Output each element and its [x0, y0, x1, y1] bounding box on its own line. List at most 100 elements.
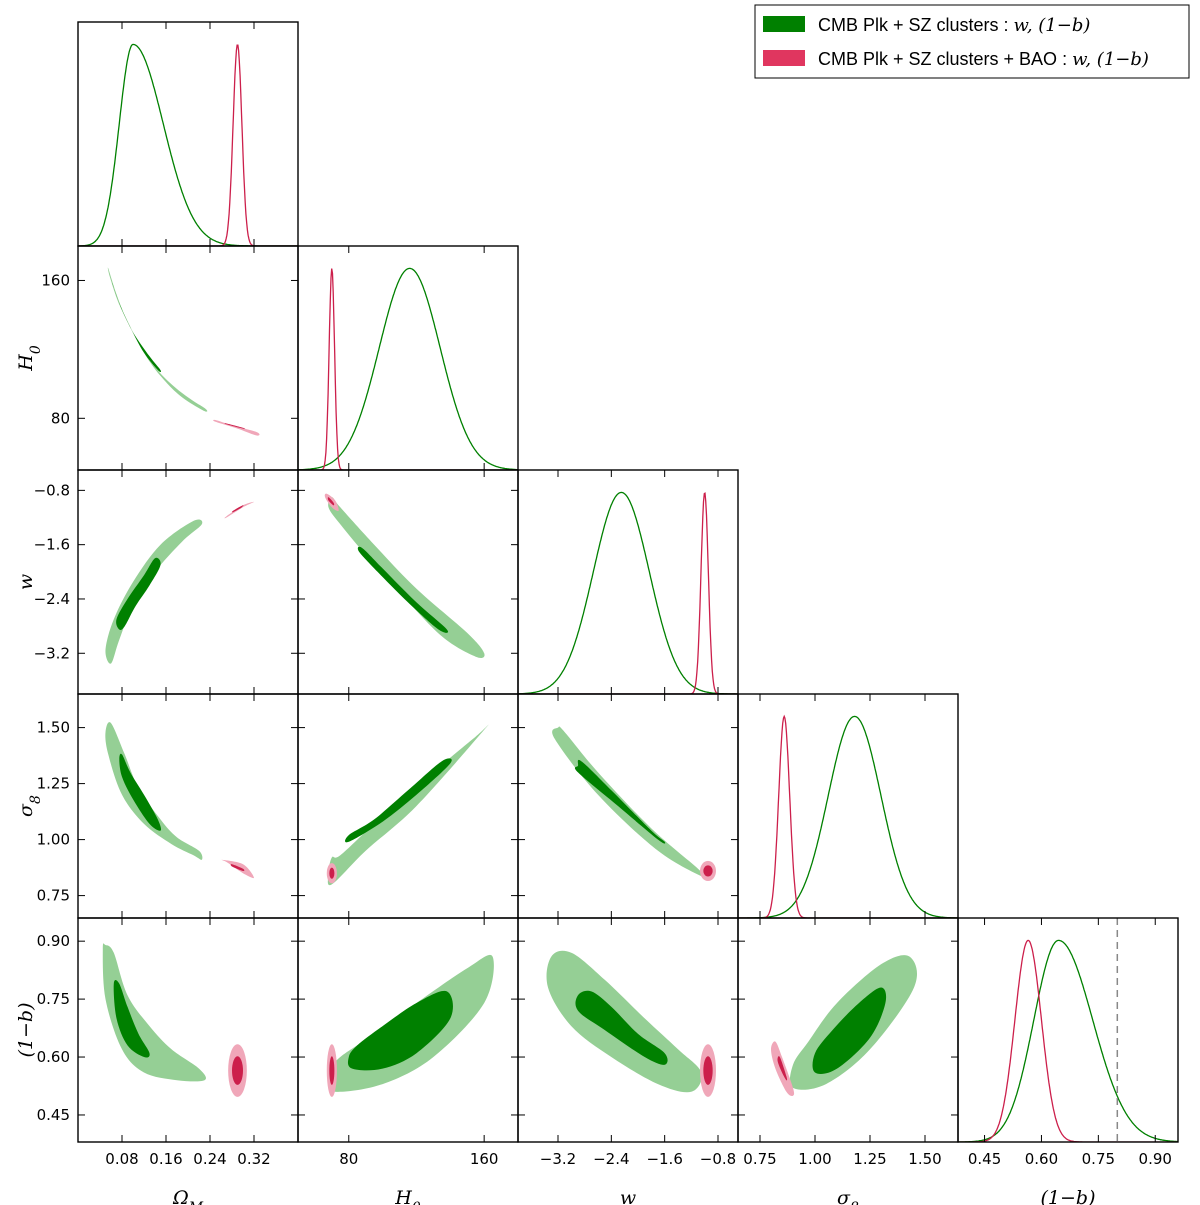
y-tick-label: −0.8 — [34, 481, 70, 499]
panel-content — [102, 943, 247, 1097]
contour-inner-green — [113, 980, 150, 1058]
x-tick-label: 1.00 — [798, 1150, 831, 1168]
y-tick-label: −3.2 — [34, 644, 70, 662]
legend: CMB Plk + SZ clusters : w, (1−b) CMB Plk… — [754, 4, 1190, 79]
contour-outer-red — [220, 859, 254, 879]
axis-label-main: σ — [837, 1187, 851, 1205]
marginal-curve-green — [958, 939, 1178, 1142]
panel-content — [326, 724, 489, 886]
panel-b-vs-H0: 80 160 H0 — [297, 917, 519, 1205]
contour-outer-green — [328, 497, 485, 658]
contour-inner-green — [357, 546, 449, 633]
axis-label-sub: 0 — [28, 345, 44, 354]
x-tick-label: 80 — [339, 1150, 358, 1168]
panels-layer: 80160H0−3.2−2.4−1.6−0.8w0.751.001.251.50… — [15, 21, 1179, 1205]
contour-inner-green — [575, 990, 668, 1065]
legend-label-green-math: w, (1−b) — [1014, 15, 1091, 36]
panel-Om-vs-Om — [77, 21, 299, 247]
y-tick-label: 1.25 — [37, 775, 70, 793]
y-tick-label: 0.75 — [37, 887, 70, 905]
panel-content — [324, 493, 485, 658]
x-tick-label: 0.16 — [149, 1150, 182, 1168]
y-tick-label: 0.45 — [37, 1106, 70, 1124]
panel-frame — [77, 21, 299, 247]
panel-w-vs-H0 — [297, 469, 519, 695]
x-tick-label: 1.50 — [908, 1150, 941, 1168]
axis-label-main: H — [394, 1187, 412, 1205]
panel-frame — [737, 693, 959, 919]
x-axis-label-w: w — [620, 1187, 636, 1205]
y-tick-label: 0.75 — [37, 990, 70, 1008]
contour-inner-red — [231, 505, 244, 513]
x-tick-label: 0.24 — [193, 1150, 226, 1168]
contour-outer-green — [102, 943, 206, 1082]
contour-inner-red — [224, 423, 246, 429]
y-tick-label: 1.00 — [37, 831, 70, 849]
panel-content — [298, 267, 518, 470]
contour-inner-red — [703, 1056, 713, 1085]
panel-s8-vs-w — [517, 693, 739, 919]
contour-inner-red — [232, 1056, 243, 1085]
axis-label-sub: 0 — [412, 1200, 421, 1205]
y-tick-label: −2.4 — [34, 590, 70, 608]
panel-content — [78, 43, 298, 246]
x-tick-label: −0.8 — [700, 1150, 736, 1168]
x-tick-label: 160 — [470, 1150, 499, 1168]
y-tick-label: 160 — [41, 271, 70, 289]
y-tick-label: 80 — [51, 409, 70, 427]
axis-label-sub: 8 — [28, 795, 44, 804]
x-tick-label: 1.25 — [853, 1150, 886, 1168]
contour-inner-red — [329, 867, 335, 879]
legend-label-green: CMB Plk + SZ clusters : w, (1−b) — [818, 15, 1090, 36]
y-axis-label-s8: σ8 — [15, 795, 44, 817]
marginal-curve-red — [518, 492, 738, 694]
marginal-curve-red — [958, 939, 1178, 1142]
y-axis-label-H0: H0 — [15, 345, 44, 372]
panel-content — [105, 722, 254, 879]
legend-label-red-prefix: CMB Plk + SZ clusters + BAO : — [818, 49, 1072, 69]
contour-inner-green — [119, 753, 162, 831]
marginal-curve-red — [298, 268, 518, 470]
contour-outer-green — [327, 724, 489, 886]
axis-label-sub: M — [188, 1200, 204, 1205]
contour-inner-red — [777, 1056, 788, 1081]
x-tick-label: 0.32 — [237, 1150, 270, 1168]
axis-label-main: H — [15, 354, 37, 372]
x-tick-label: 0.08 — [105, 1150, 138, 1168]
panel-content — [771, 955, 918, 1096]
legend-frame — [754, 4, 1190, 79]
panel-b-vs-Om: 0.08 0.16 0.24 0.32 ΩM 0.45 0.60 0.75 0.90 (1−b) — [15, 917, 299, 1205]
x-tick-label: −1.6 — [646, 1150, 682, 1168]
x-tick-label: 0.75 — [1082, 1150, 1115, 1168]
panel-content — [105, 501, 254, 664]
panel-w-vs-Om: −3.2 −2.4 −1.6 −0.8 w — [15, 469, 299, 695]
x-tick-label: 0.60 — [1025, 1150, 1058, 1168]
marginal-curve-red — [738, 714, 958, 918]
panel-s8-vs-s8 — [737, 693, 959, 919]
axis-label-main: w — [620, 1187, 636, 1205]
marginal-curve-red — [78, 44, 298, 246]
x-tick-label: −2.4 — [593, 1150, 629, 1168]
x-axis-label-H0: H0 — [394, 1187, 421, 1205]
x-tick-label: 0.90 — [1139, 1150, 1172, 1168]
contour-outer-red — [224, 501, 254, 519]
panel-frame — [517, 469, 739, 695]
y-tick-label: −1.6 — [34, 536, 70, 554]
legend-label-red-math: w, (1−b) — [1072, 49, 1149, 70]
axis-label-main: Ω — [172, 1187, 189, 1205]
axis-label-main: w — [15, 574, 37, 590]
x-tick-label: 0.45 — [968, 1150, 1001, 1168]
axis-label-main: σ — [15, 803, 37, 817]
panel-content — [552, 726, 716, 882]
legend-label-green-prefix: CMB Plk + SZ clusters : — [818, 15, 1014, 35]
x-axis-label-s8: σ8 — [837, 1187, 859, 1205]
legend-swatch-red — [763, 50, 805, 66]
panel-w-vs-w — [517, 469, 739, 695]
marginal-curve-green — [298, 267, 518, 470]
marginal-curve-green — [78, 43, 298, 246]
contour-outer-green — [552, 726, 708, 879]
panel-content — [518, 491, 738, 694]
x-tick-label: −3.2 — [540, 1150, 576, 1168]
contour-inner-green — [116, 557, 161, 631]
